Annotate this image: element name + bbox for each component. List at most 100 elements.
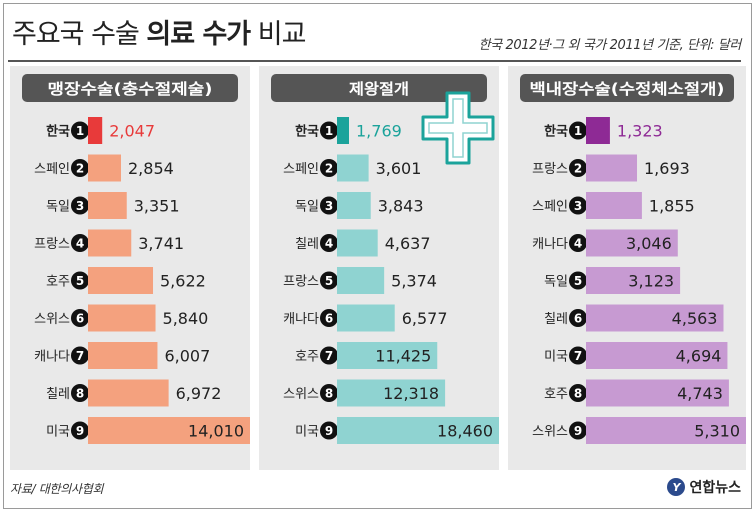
rank-circle xyxy=(320,421,338,440)
country-label: 스위스 xyxy=(283,387,319,402)
bar xyxy=(88,154,122,182)
rank-number: 1 xyxy=(76,124,84,138)
country-label: 스위스 xyxy=(34,312,70,327)
value-label: 3,123 xyxy=(628,272,674,291)
value-label: 3,351 xyxy=(134,197,180,216)
rank-number: 4 xyxy=(325,237,333,251)
bar xyxy=(88,304,156,332)
rank-number: 8 xyxy=(574,387,582,401)
rank-circle xyxy=(71,271,89,290)
country-label: 프랑스 xyxy=(532,162,568,177)
value-label: 3,843 xyxy=(378,197,424,216)
bar xyxy=(586,229,678,257)
country-label: 스페인 xyxy=(283,162,319,177)
rank-circle xyxy=(569,421,587,440)
value-label: 5,374 xyxy=(391,272,437,291)
value-label: 6,577 xyxy=(402,309,448,328)
rank-circle xyxy=(320,309,338,327)
rank-circle xyxy=(320,271,338,290)
rank-circle xyxy=(71,309,89,327)
rank-circle xyxy=(71,421,89,440)
bar xyxy=(88,379,169,407)
rank-number: 9 xyxy=(76,424,84,438)
country-label: 독일 xyxy=(295,200,319,215)
bar xyxy=(586,304,724,332)
rank-number: 5 xyxy=(76,274,84,288)
country-label: 호주 xyxy=(46,275,70,290)
country-label: 미국 xyxy=(295,425,319,440)
rank-circle xyxy=(569,309,587,327)
rank-number: 5 xyxy=(325,274,333,288)
brand-icon: Y xyxy=(667,478,686,496)
value-label: 4,637 xyxy=(385,234,431,253)
value-label: 3,046 xyxy=(626,234,672,253)
rank-circle xyxy=(71,346,89,365)
rank-circle xyxy=(569,121,587,140)
country-label: 캐나다 xyxy=(34,350,70,365)
value-label: 3,601 xyxy=(376,159,422,178)
country-label: 미국 xyxy=(46,425,70,440)
bar xyxy=(337,342,438,369)
value-label: 1,323 xyxy=(617,122,663,141)
country-label: 캐나다 xyxy=(532,237,568,252)
rank-number: 7 xyxy=(574,349,582,363)
bar xyxy=(337,417,499,444)
rank-circle xyxy=(71,234,89,252)
rank-circle xyxy=(320,346,338,365)
country-label: 한국 xyxy=(46,124,70,140)
country-label: 스위스 xyxy=(532,425,568,440)
value-label: 4,694 xyxy=(676,347,722,366)
rank-circle xyxy=(71,196,89,215)
value-label: 11,425 xyxy=(375,347,431,366)
country-label: 호주 xyxy=(544,387,568,402)
title-tail: 비교 xyxy=(257,19,307,50)
value-label: 2,854 xyxy=(128,159,174,178)
panel-header-bg xyxy=(22,74,238,102)
panel-header-bg xyxy=(520,74,734,102)
bar xyxy=(337,304,395,332)
bar xyxy=(586,192,642,219)
panel-title: 제왕절개 xyxy=(349,80,409,98)
rank-number: 9 xyxy=(325,424,333,438)
bar xyxy=(88,342,158,369)
country-label: 칠레 xyxy=(544,312,568,327)
bar xyxy=(337,192,371,219)
brand-name: 연합뉴스 xyxy=(689,480,741,496)
rank-number: 3 xyxy=(325,199,333,213)
value-label: 14,010 xyxy=(188,422,244,441)
brand-logo: Y 연합뉴스 xyxy=(667,477,741,497)
value-label: 3,741 xyxy=(138,234,184,253)
rank-number: 5 xyxy=(574,274,582,288)
bar xyxy=(88,192,127,219)
rank-number: 4 xyxy=(76,237,84,251)
rank-circle xyxy=(569,346,587,365)
panel-title: 백내장수술(수정체소절개) xyxy=(530,80,725,98)
rank-number: 2 xyxy=(76,162,84,176)
country-label: 미국 xyxy=(544,350,568,365)
country-label: 스페인 xyxy=(532,200,568,215)
cross-shape xyxy=(421,91,495,165)
rank-circle xyxy=(71,159,89,177)
bar xyxy=(586,117,610,144)
bar xyxy=(337,379,446,407)
country-label: 한국 xyxy=(544,124,568,140)
value-label: 12,318 xyxy=(383,384,439,403)
rank-number: 7 xyxy=(76,349,84,363)
country-label: 프랑스 xyxy=(34,237,70,252)
rank-number: 1 xyxy=(325,124,333,138)
rank-circle xyxy=(569,234,587,252)
chart-panel-3: 백내장수술(수정체소절개) 한국 1 1,323 프랑스 2 1,693 스페인 3 1,855 캐… xyxy=(508,66,746,470)
value-label: 6,007 xyxy=(164,347,210,366)
bar xyxy=(586,267,681,294)
rank-number: 3 xyxy=(574,199,582,213)
rank-circle xyxy=(320,384,338,402)
rank-circle xyxy=(71,121,89,140)
rank-circle xyxy=(320,234,338,252)
rank-circle xyxy=(320,121,338,140)
rank-number: 6 xyxy=(76,312,84,326)
rank-circle xyxy=(569,196,587,215)
title-bold: 의료 수가 xyxy=(146,19,251,50)
country-label: 독일 xyxy=(544,275,568,290)
country-label: 호주 xyxy=(295,350,319,365)
rank-number: 2 xyxy=(325,162,333,176)
